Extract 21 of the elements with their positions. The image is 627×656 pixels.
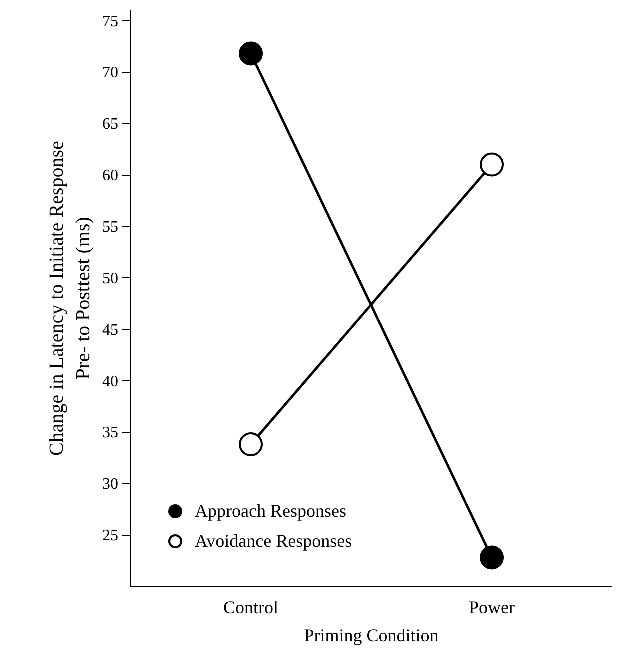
y-tick-label: 40 (102, 373, 118, 390)
y-tick-label: 75 (102, 13, 118, 30)
x-tick-label: Control (224, 598, 279, 618)
y-tick-label: 70 (102, 64, 118, 82)
y-tick-label: 50 (102, 270, 118, 288)
point (480, 546, 504, 570)
legend-label: Approach Responses (195, 500, 346, 522)
point (239, 432, 263, 457)
point (480, 152, 504, 177)
x-tick-label: Power (469, 598, 516, 618)
y-tick-label: 60 (102, 168, 118, 185)
y-tick-label: 35 (102, 424, 118, 442)
y-tick-label: 30 (102, 476, 118, 494)
y-axis-title: Change in Latency to Initiate Response Pre- to Posttest (ms) (46, 140, 94, 456)
point (239, 42, 263, 66)
y-tick-label: 65 (102, 116, 118, 134)
y-tick-label: 55 (102, 219, 118, 236)
legend-label: Avoidance Responses (195, 530, 352, 552)
x-axis-title: Priming Condition (304, 626, 439, 646)
y-tick-label: 25 (102, 528, 118, 545)
y-tick-label: 45 (102, 322, 118, 339)
